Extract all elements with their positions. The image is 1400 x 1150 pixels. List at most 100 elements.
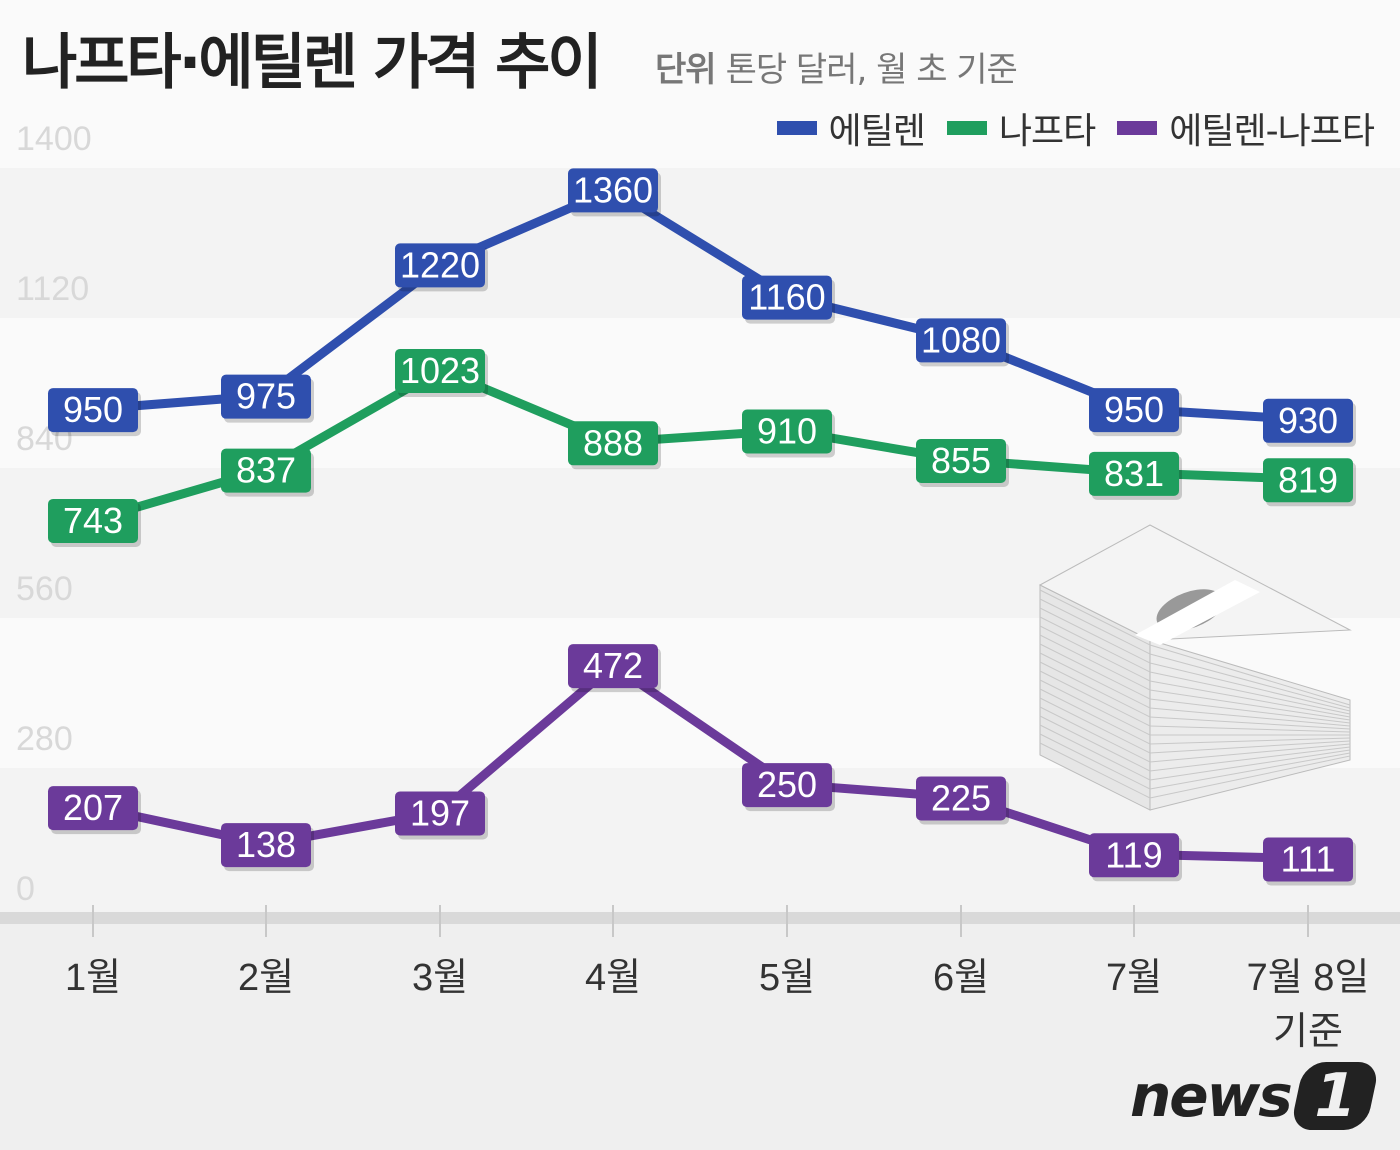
unit-label: 단위 — [655, 50, 717, 90]
money-edge — [1039, 589, 1151, 646]
logo-text: news — [1130, 1062, 1293, 1130]
money-edge — [1039, 679, 1151, 736]
money-edge — [1039, 652, 1151, 709]
legend: 에틸렌 나프타 에틸렌-나프타 — [776, 102, 1375, 154]
data-label-box — [1263, 837, 1353, 882]
data-label-box — [568, 168, 658, 213]
data-label: 1160 — [748, 277, 825, 318]
legend-item-naphtha: 나프타 — [946, 102, 1096, 154]
money-edge — [1039, 616, 1151, 673]
money-edge — [1039, 706, 1151, 763]
x-tick-label: 7월 — [1106, 957, 1162, 999]
grid-band — [0, 318, 1400, 468]
x-tick-label: 3월 — [412, 957, 468, 999]
chart-title: 나프타·에틸렌 가격 추이 — [22, 28, 603, 98]
money-edge — [1039, 697, 1151, 754]
data-label: 119 — [1105, 834, 1162, 875]
data-label-box — [916, 776, 1006, 821]
money-edge — [1039, 625, 1151, 682]
data-label: 250 — [757, 764, 817, 805]
data-label-box — [48, 786, 138, 831]
x-tick-label: 7월 8일 — [1247, 957, 1370, 999]
data-label: 975 — [236, 376, 296, 417]
data-label-box — [568, 421, 658, 466]
money-edge — [1039, 688, 1151, 745]
logo-mark: 1 — [1289, 1061, 1380, 1131]
data-label: 225 — [931, 777, 991, 818]
data-label: 472 — [583, 645, 643, 686]
data-label-box — [221, 374, 311, 419]
data-label-box — [1263, 458, 1353, 503]
money-edge — [1149, 737, 1351, 745]
unit-note: 단위 톤당 달러, 월 초 기준 — [655, 42, 1018, 91]
money-edge — [1039, 670, 1151, 727]
money-edge — [1039, 724, 1151, 781]
y-tick-label: 1400 — [16, 120, 92, 158]
x-tick-label: 5월 — [759, 957, 815, 999]
data-label-box — [1263, 398, 1353, 443]
money-edge — [1149, 740, 1351, 754]
data-label: 819 — [1278, 459, 1338, 500]
data-label: 1023 — [400, 350, 480, 391]
data-label: 1220 — [400, 244, 480, 285]
money-edge — [1149, 725, 1351, 733]
legend-swatch — [776, 121, 817, 135]
news1-logo: news 1 — [1130, 1061, 1380, 1131]
money-edge — [1149, 743, 1351, 763]
x-tick-label: 4월 — [585, 957, 641, 999]
data-label-box — [395, 243, 485, 288]
data-label: 910 — [757, 411, 817, 452]
x-tick-label: 1월 — [65, 957, 121, 999]
y-tick-label: 1120 — [16, 270, 89, 308]
data-label: 1360 — [573, 169, 653, 210]
x-axis-area — [0, 918, 1400, 1150]
money-edge — [1149, 716, 1351, 730]
data-label: 888 — [583, 422, 643, 463]
y-tick-label: 0 — [16, 870, 35, 908]
y-tick-label: 560 — [16, 570, 73, 608]
data-label-box — [1089, 388, 1179, 433]
money-edge — [1149, 746, 1351, 772]
data-label-box — [742, 275, 832, 320]
data-label: 197 — [410, 792, 470, 833]
data-label-box — [1089, 451, 1179, 496]
money-edge — [1149, 680, 1351, 718]
data-label-box — [395, 348, 485, 393]
data-label-box — [221, 823, 311, 868]
data-label-box — [1089, 833, 1179, 878]
money-edge — [1149, 752, 1351, 790]
money-edge — [1039, 715, 1151, 772]
unit-text: 톤당 달러, 월 초 기준 — [725, 50, 1018, 90]
x-tick-label: 2월 — [238, 957, 294, 999]
money-edge — [1149, 662, 1351, 712]
data-label-box — [48, 498, 138, 543]
money-edge — [1039, 607, 1151, 664]
data-label: 930 — [1278, 400, 1338, 441]
data-label-box — [48, 388, 138, 433]
money-edge — [1039, 643, 1151, 700]
money-edge — [1149, 644, 1351, 706]
legend-swatch — [946, 121, 987, 135]
data-label-box — [568, 644, 658, 689]
data-label: 950 — [63, 389, 123, 430]
legend-label: 에틸렌 — [828, 111, 926, 152]
money-edge — [1149, 755, 1351, 799]
data-label: 837 — [236, 450, 296, 491]
data-label: 831 — [1104, 453, 1164, 494]
money-edge — [1039, 634, 1151, 691]
legend-swatch — [1117, 121, 1158, 135]
data-label: 855 — [931, 440, 991, 481]
legend-label: 에틸렌-나프타 — [1169, 111, 1375, 152]
money-edge — [1149, 698, 1351, 724]
data-label-box — [742, 409, 832, 454]
money-edge — [1039, 598, 1151, 655]
data-label-box — [221, 448, 311, 493]
y-tick-label: 280 — [16, 720, 73, 758]
x-tick-label: 기준 — [1273, 1011, 1343, 1053]
money-edge — [1039, 742, 1151, 799]
money-stack-icon — [1038, 524, 1352, 811]
data-label: 1080 — [921, 319, 1001, 360]
money-edge — [1149, 749, 1351, 781]
data-label-box — [916, 318, 1006, 363]
money-edge — [1039, 733, 1151, 790]
